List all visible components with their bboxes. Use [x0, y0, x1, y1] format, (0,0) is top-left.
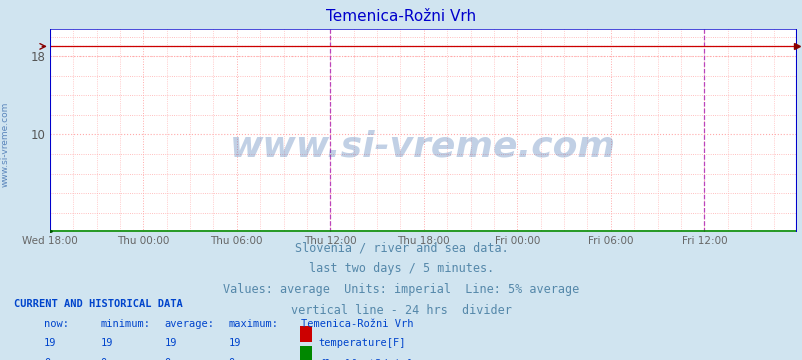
Text: Temenica-Rožni Vrh: Temenica-Rožni Vrh: [301, 319, 413, 329]
Text: 19: 19: [100, 338, 113, 348]
Text: maximum:: maximum:: [229, 319, 278, 329]
Text: temperature[F]: temperature[F]: [318, 338, 406, 348]
Text: 0: 0: [229, 358, 235, 360]
Text: CURRENT AND HISTORICAL DATA: CURRENT AND HISTORICAL DATA: [14, 299, 183, 309]
Text: minimum:: minimum:: [100, 319, 150, 329]
Text: flow[foot3/min]: flow[foot3/min]: [318, 358, 412, 360]
Text: 0: 0: [164, 358, 171, 360]
Text: 19: 19: [229, 338, 241, 348]
Text: Temenica-Rožni Vrh: Temenica-Rožni Vrh: [326, 9, 476, 24]
Text: vertical line - 24 hrs  divider: vertical line - 24 hrs divider: [290, 304, 512, 317]
Text: Values: average  Units: imperial  Line: 5% average: Values: average Units: imperial Line: 5%…: [223, 283, 579, 296]
Text: 0: 0: [44, 358, 51, 360]
Text: www.si-vreme.com: www.si-vreme.com: [230, 130, 615, 164]
Text: 0: 0: [100, 358, 107, 360]
Text: www.si-vreme.com: www.si-vreme.com: [1, 101, 10, 187]
Text: 19: 19: [44, 338, 57, 348]
Text: Slovenia / river and sea data.: Slovenia / river and sea data.: [294, 241, 508, 254]
Text: average:: average:: [164, 319, 214, 329]
Text: now:: now:: [44, 319, 69, 329]
Text: 19: 19: [164, 338, 177, 348]
Text: last two days / 5 minutes.: last two days / 5 minutes.: [309, 262, 493, 275]
